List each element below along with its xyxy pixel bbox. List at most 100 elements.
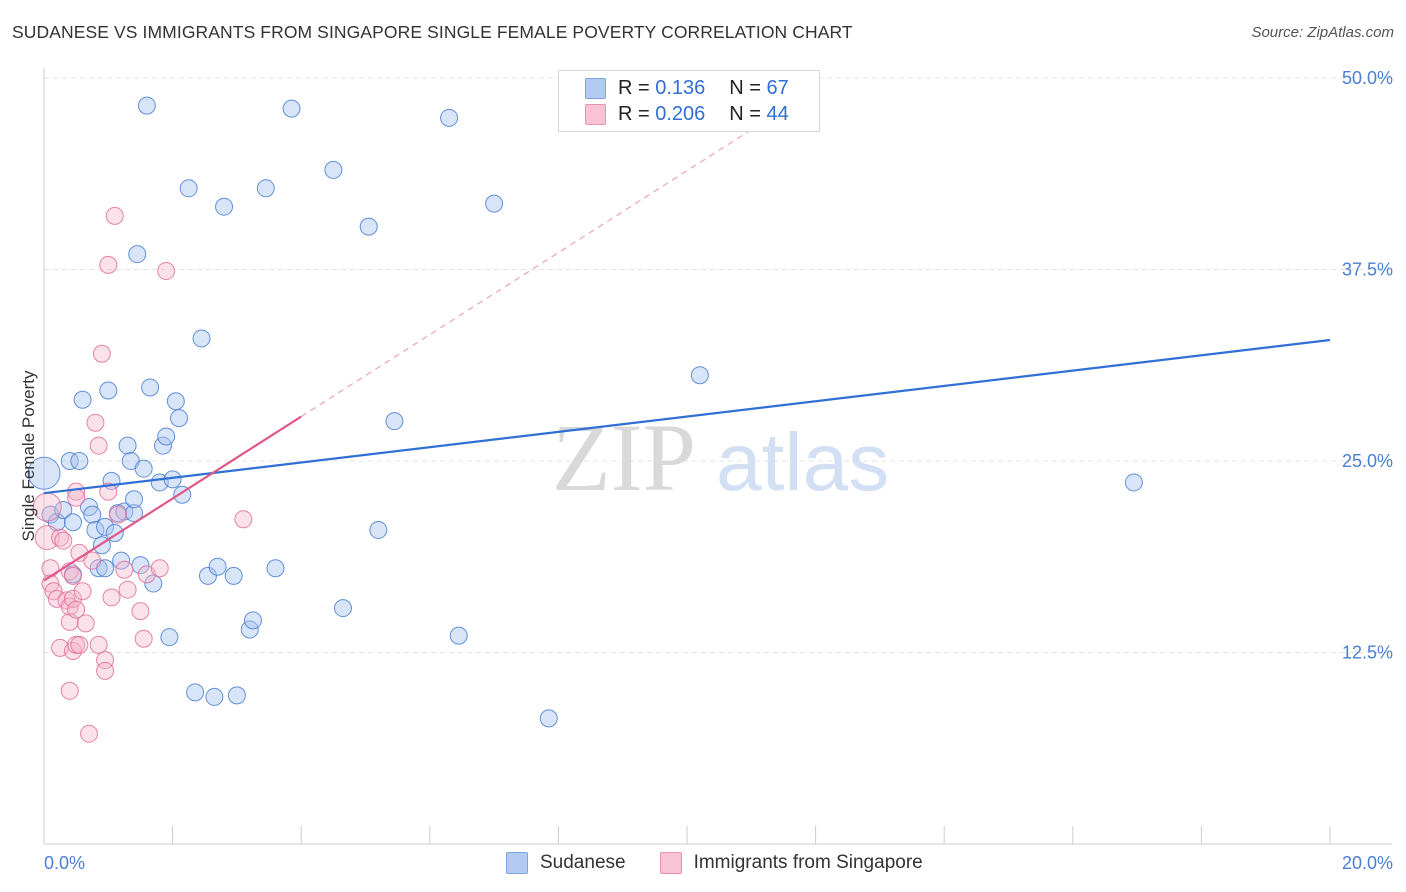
data-point	[690, 366, 709, 385]
trend-line-sudanese	[43, 338, 1331, 495]
data-point	[369, 520, 388, 539]
legend-label-sudanese: Sudanese	[540, 852, 626, 873]
watermark-atlas: atlas	[716, 417, 889, 508]
data-point	[179, 179, 198, 198]
data-point	[76, 614, 95, 633]
data-point	[144, 574, 163, 593]
legend-n-label: N =	[729, 76, 761, 99]
data-point	[227, 686, 246, 705]
legend-swatch-pink	[585, 103, 606, 125]
data-point	[118, 580, 137, 599]
data-point	[54, 531, 73, 550]
source-label: Source: ZipAtlas.com	[1251, 24, 1394, 41]
data-point	[86, 520, 105, 539]
y-tick-label: 50.0%	[1342, 68, 1393, 88]
chart-title: SUDANESE VS IMMIGRANTS FROM SINGAPORE SI…	[12, 22, 853, 42]
series-legend: Sudanese Immigrants from Singapore	[506, 852, 957, 874]
data-point	[86, 413, 105, 432]
data-point	[125, 490, 144, 509]
data-point	[170, 409, 189, 428]
data-point	[166, 392, 185, 411]
data-point	[99, 482, 118, 501]
data-point	[160, 628, 179, 647]
legend-swatch-blue	[506, 852, 528, 874]
data-point	[205, 687, 224, 706]
data-point	[102, 588, 121, 607]
data-point	[141, 378, 160, 397]
data-point	[1124, 473, 1143, 492]
trend-extension-singapore	[300, 88, 816, 418]
data-point	[73, 582, 92, 601]
data-point	[51, 528, 70, 547]
data-point	[449, 626, 468, 645]
data-point	[192, 329, 211, 348]
legend-item-sudanese[interactable]: Sudanese	[506, 852, 626, 874]
y-axis-label: Single Female Poverty	[19, 370, 38, 542]
data-point	[118, 436, 137, 455]
data-point	[333, 599, 352, 618]
legend-r-label: R =	[618, 76, 650, 99]
trend-lines	[43, 88, 1331, 582]
data-point	[157, 427, 176, 446]
data-point	[108, 505, 127, 524]
data-point	[324, 160, 343, 179]
data-point	[63, 513, 82, 532]
legend-n-value: 67	[766, 76, 789, 99]
data-point	[89, 559, 108, 578]
data-point	[266, 559, 285, 578]
data-point	[234, 510, 253, 529]
data-point	[41, 559, 60, 578]
data-point	[157, 262, 176, 281]
data-point	[83, 551, 102, 570]
data-point	[256, 179, 275, 198]
data-point	[89, 635, 108, 654]
data-point	[198, 566, 217, 585]
data-point	[96, 661, 115, 680]
data-point	[208, 557, 227, 576]
data-point	[186, 683, 205, 702]
data-point	[125, 504, 144, 523]
y-tick-label: 25.0%	[1342, 451, 1393, 471]
x-tick-label: 20.0%	[1342, 853, 1393, 873]
data-point	[70, 452, 89, 470]
data-point	[83, 505, 102, 524]
data-point	[137, 96, 156, 115]
data-point	[105, 206, 124, 225]
legend-r-value: 0.136	[655, 76, 706, 99]
data-point	[99, 381, 118, 400]
legend-n-value: 44	[766, 102, 789, 125]
data-point	[80, 724, 99, 743]
data-point	[539, 709, 558, 728]
data-point	[215, 197, 234, 216]
data-point	[60, 681, 79, 700]
data-point	[385, 412, 404, 431]
watermark: ZIP atlas	[552, 404, 889, 511]
data-point	[70, 635, 89, 654]
grid	[44, 77, 1392, 653]
watermark-zip: ZIP	[552, 404, 696, 511]
data-point	[34, 525, 60, 551]
data-point	[150, 559, 169, 578]
data-point	[89, 436, 108, 455]
legend-item-singapore[interactable]: Immigrants from Singapore	[659, 852, 923, 874]
legend-r-label: R =	[618, 102, 650, 125]
data-point	[359, 217, 378, 236]
series-singapore	[32, 206, 253, 743]
y-tick-label: 37.5%	[1342, 260, 1393, 280]
data-point	[485, 194, 504, 213]
data-point	[96, 651, 115, 670]
legend-swatch-blue	[585, 77, 606, 99]
data-point	[99, 255, 118, 274]
data-point	[282, 99, 301, 118]
trend-line-singapore	[43, 415, 302, 582]
data-point	[67, 600, 86, 619]
legend-n-label: N =	[729, 102, 761, 125]
data-point	[96, 517, 115, 536]
legend-label-singapore: Immigrants from Singapore	[693, 852, 923, 873]
x-tick-label: 0.0%	[44, 853, 85, 873]
axes	[43, 68, 1392, 845]
data-point	[224, 566, 243, 585]
legend-row-singapore: R = 0.206 N = 44	[585, 101, 789, 127]
series-sudanese	[27, 96, 1143, 728]
